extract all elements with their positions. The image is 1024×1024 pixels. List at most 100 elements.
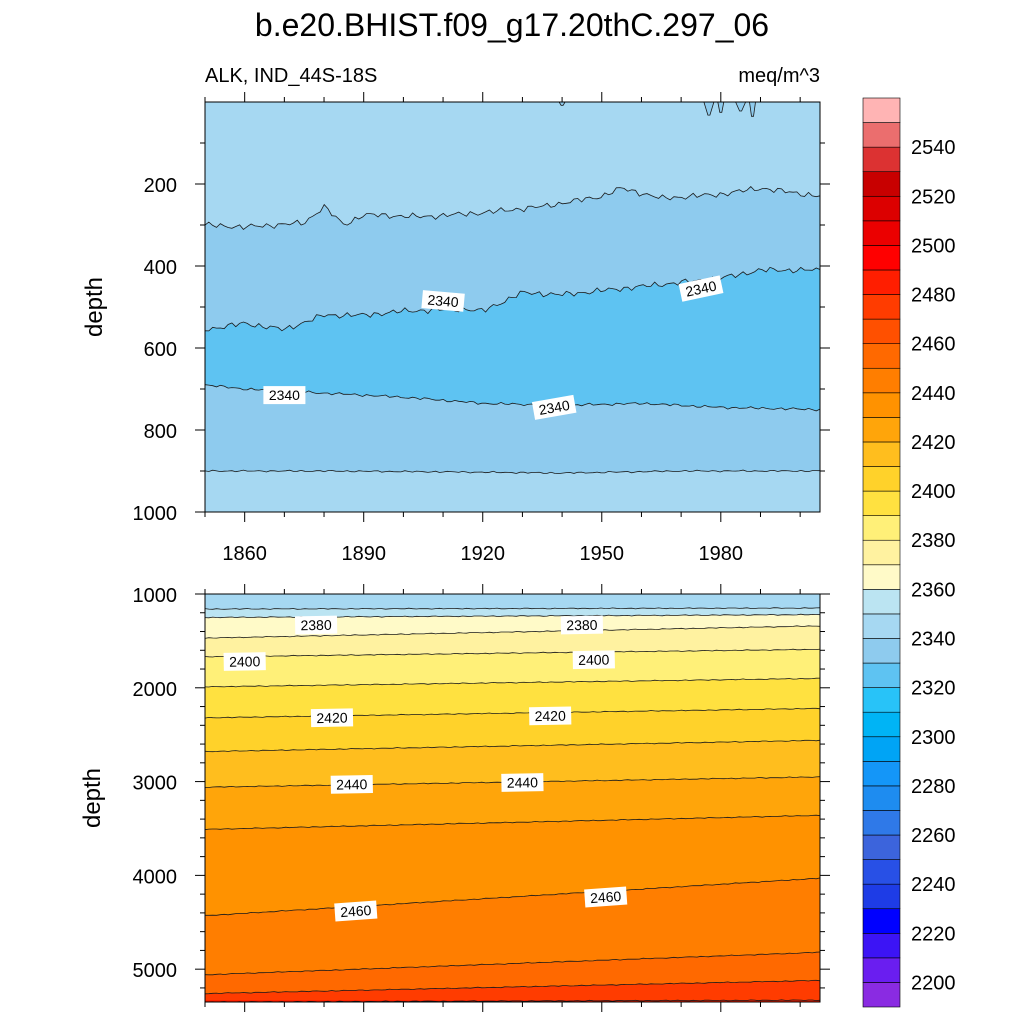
colorbar-box	[862, 957, 901, 983]
contour-label: 2440	[507, 774, 539, 791]
contour-label-box	[223, 652, 266, 671]
colorbar-tick-label: 2240	[911, 874, 956, 896]
y-tick-label: 2000	[133, 679, 178, 701]
contour-label-box	[584, 886, 628, 908]
contour-label: 2380	[566, 617, 598, 634]
contour-label-box	[294, 615, 338, 635]
contour-label: 2340	[269, 387, 300, 403]
colorbar-box	[862, 515, 901, 541]
y-tick-label: 3000	[133, 773, 178, 795]
contour-band	[205, 980, 820, 1002]
colorbar-box	[862, 711, 901, 738]
colorbar-box	[862, 736, 901, 762]
x-tick-label: 1920	[460, 543, 505, 565]
colorbar-box	[862, 810, 901, 836]
colorbar-box	[862, 638, 901, 664]
colorbar-tick-label: 2480	[911, 285, 956, 307]
contour-label: 2340	[537, 397, 571, 418]
contour-band	[205, 267, 820, 411]
lower-panel: 2380 2380 2400 2400 2420 2420 2440 2440 2460 2460…	[133, 584, 830, 1012]
contour-label: 2400	[229, 653, 261, 670]
contour-label-box	[334, 900, 378, 922]
colorbar-tick-label: 2320	[911, 678, 956, 700]
colorbar-box	[862, 859, 901, 885]
colorbar-box	[862, 146, 901, 173]
colorbar-box	[862, 662, 901, 688]
contour-band	[205, 607, 820, 618]
lower-plot-frame	[204, 593, 821, 1003]
colorbar-box	[862, 417, 901, 443]
colorbar-box	[862, 883, 901, 910]
x-tick-label: 1980	[699, 543, 744, 565]
colorbar-box	[862, 834, 901, 860]
colorbar-box	[862, 392, 901, 418]
contour-label: 2440	[336, 776, 368, 793]
chart-title: b.e20.BHIST.f09_g17.20thC.297_06	[255, 7, 769, 43]
colorbar-tick-label: 2200	[911, 972, 956, 994]
left-string: ALK, IND_44S-18S	[205, 65, 377, 87]
contour-label-box	[501, 773, 544, 792]
colorbar-box	[862, 318, 901, 344]
contour-line	[204, 186, 821, 230]
contour-line	[204, 707, 821, 719]
contour-label-group: 2460	[584, 886, 628, 908]
lower-y-axis-label: depth	[79, 768, 106, 828]
colorbar-box	[862, 908, 901, 934]
colorbar-box	[862, 195, 901, 222]
contour-label-box	[678, 275, 724, 302]
contour-label: 2400	[578, 651, 610, 668]
contour-line	[204, 951, 821, 976]
contour-label-group: 2340	[263, 386, 306, 405]
contour-label-box	[560, 615, 604, 635]
colorbar-box	[862, 687, 901, 713]
contour-label-group: 2340	[531, 394, 577, 420]
contour-label-group: 2420	[310, 708, 354, 728]
colorbar-box	[862, 122, 901, 148]
y-tick-label: 4000	[133, 866, 178, 888]
colorbar-tick-label: 2500	[911, 235, 956, 257]
colorbar-tick-label: 2420	[911, 432, 956, 454]
contour-label: 2460	[340, 902, 372, 920]
contour-label-box	[529, 706, 572, 726]
colorbar: 2200 2220 2240 2260 2280 2300 2320 2340 2360 2380…	[862, 97, 956, 1008]
contour-label-box	[310, 708, 354, 728]
y-tick-label: 5000	[133, 960, 178, 982]
colorbar-tick-label: 2280	[911, 776, 956, 798]
colorbar-tick-label: 2380	[911, 530, 956, 552]
contour-label-box	[263, 386, 306, 405]
colorbar-box	[862, 294, 901, 320]
contour-line	[204, 625, 821, 639]
contour-label-group: 2340	[678, 275, 724, 302]
contour-label-group: 2440	[501, 773, 544, 792]
contour-band	[205, 649, 820, 687]
colorbar-box	[862, 367, 901, 394]
right-string: meq/m^3	[738, 65, 820, 87]
contour-label-box	[531, 394, 577, 420]
colorbar-tick-label: 2440	[911, 383, 956, 405]
contour-band	[205, 815, 820, 916]
contour-label-group: 2340	[421, 290, 465, 312]
colorbar-box	[862, 932, 901, 959]
contour-band	[205, 625, 820, 657]
contour-band	[205, 594, 820, 610]
x-tick-label: 1860	[222, 543, 267, 565]
contour-label-box	[572, 650, 615, 670]
colorbar-box	[862, 761, 901, 787]
colorbar-box	[862, 245, 901, 271]
contour-label-group: 2380	[294, 615, 338, 635]
colorbar-tick-label: 2220	[911, 923, 956, 945]
contour-label: 2420	[534, 708, 566, 725]
contour-line	[205, 877, 821, 916]
colorbar-tick-label: 2260	[911, 825, 956, 847]
y-tick-label: 400	[144, 257, 177, 279]
contour-line	[204, 814, 821, 831]
colorbar-tick-label: 2520	[911, 186, 956, 208]
upper-panel: 2340 2340 2340 2340 200 400 600 800 1000 1860 189…	[133, 92, 830, 565]
contour-line	[204, 607, 821, 610]
contour-label-group: 2420	[529, 706, 572, 726]
colorbar-tick-label: 2340	[911, 629, 956, 651]
x-tick-label: 1890	[341, 543, 386, 565]
colorbar-box	[862, 564, 901, 590]
contour-label: 2460	[590, 888, 622, 906]
